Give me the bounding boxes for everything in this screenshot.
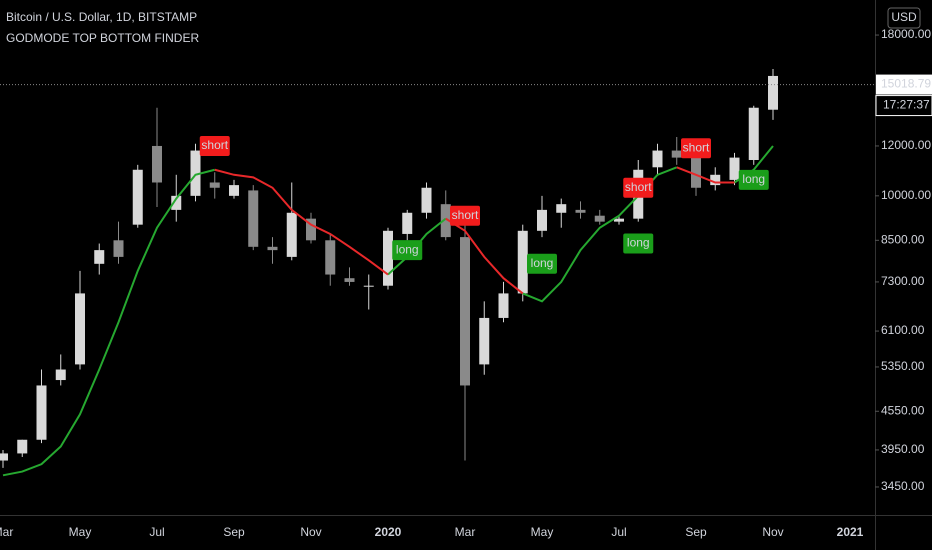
y-tick-label: 5350.00: [881, 359, 925, 373]
x-tick-label: Nov: [300, 525, 321, 539]
price-tag-label: 15018.79: [881, 77, 931, 91]
currency-label: USD: [891, 10, 917, 24]
y-tick-label: 6100.00: [881, 323, 925, 337]
candle-body: [652, 150, 663, 168]
candle-body: [594, 215, 605, 222]
x-tick-label: Mar: [455, 525, 476, 539]
candle-body: [190, 150, 201, 196]
candle-body: [363, 285, 374, 287]
candle-body: [113, 240, 124, 257]
candle-body: [614, 218, 624, 222]
y-tick-label: 4550.00: [881, 403, 925, 417]
candle-body: [94, 250, 105, 264]
x-tick-label: 2020: [375, 525, 402, 539]
candle-body: [344, 278, 355, 282]
signal-label: short: [625, 180, 652, 194]
candle-body: [171, 195, 182, 210]
chart-title: Bitcoin / U.S. Dollar, 1D, BITSTAMP: [6, 10, 197, 24]
candle-body: [402, 212, 413, 234]
x-tick-label: May: [69, 525, 92, 539]
signal-box: [527, 253, 557, 274]
signal-box: [681, 138, 711, 159]
signal-label: long: [742, 172, 765, 186]
signal-box: [450, 205, 480, 226]
candle-body: [768, 75, 778, 110]
candle-body: [286, 212, 297, 257]
candle-body: [306, 218, 316, 241]
x-tick-label: Jul: [611, 525, 626, 539]
signal-label: long: [396, 242, 419, 256]
candle-body: [55, 369, 66, 381]
signal-label: long: [531, 256, 554, 270]
signal-box: [623, 233, 654, 254]
candle-body: [325, 240, 336, 275]
candle-body: [575, 209, 586, 213]
candle-body: [498, 293, 509, 318]
candle-body: [17, 439, 28, 454]
candle-body: [517, 230, 528, 294]
candle-body: [556, 204, 567, 213]
time-tag-label: 17:27:37: [883, 98, 930, 112]
x-tick-label: Mar: [0, 525, 13, 539]
candle-body: [383, 230, 393, 286]
candle-body: [710, 174, 721, 186]
candle-body: [421, 187, 432, 213]
candle-body: [36, 385, 47, 440]
time-tag: [875, 95, 932, 117]
y-tick-label: 10000.00: [881, 188, 931, 202]
candle-body: [229, 185, 239, 196]
candle-body: [209, 182, 220, 188]
signal-box: [392, 240, 423, 261]
candle-body: [479, 317, 490, 365]
price-tag: [876, 74, 932, 95]
candle-body: [460, 237, 470, 386]
moving-average: [214, 166, 735, 295]
candle-body: [248, 190, 259, 247]
candle-body: [0, 453, 8, 461]
signal-box: [199, 135, 230, 156]
candle-body: [729, 157, 740, 180]
signal-label: short: [683, 140, 710, 154]
indicator-name: GODMODE TOP BOTTOM FINDER: [6, 31, 199, 45]
y-tick-label: 3450.00: [881, 479, 925, 493]
candle-body: [267, 246, 278, 251]
x-tick-label: Jul: [149, 525, 164, 539]
x-tick-label: Sep: [685, 525, 707, 539]
signal-label: long: [627, 236, 650, 250]
x-tick-label: May: [531, 525, 554, 539]
candle-body: [537, 209, 547, 231]
signal-label: short: [452, 208, 479, 222]
candle-body: [152, 145, 162, 183]
y-tick-label: 8500.00: [881, 232, 925, 246]
currency-badge: [887, 7, 921, 29]
y-tick-label: 12000.00: [881, 138, 931, 152]
candle-body: [671, 150, 682, 158]
x-tick-label: Sep: [223, 525, 245, 539]
signal-box: [623, 177, 654, 198]
plot-area: short long short long short long short long: [0, 68, 778, 477]
candle-body: [75, 293, 85, 365]
candle-body: [440, 204, 451, 238]
signal-box: [738, 169, 769, 190]
x-tick-label: 2021: [837, 525, 864, 539]
candle-body: [748, 107, 759, 160]
candle-body: [132, 169, 143, 225]
candle-body: [691, 157, 701, 188]
signal-label: short: [201, 138, 228, 152]
y-tick-label: 7300.00: [881, 274, 925, 288]
x-tick-label: Nov: [762, 525, 783, 539]
y-tick-label: 3950.00: [881, 442, 925, 456]
y-tick-label: 18000.00: [881, 27, 931, 41]
